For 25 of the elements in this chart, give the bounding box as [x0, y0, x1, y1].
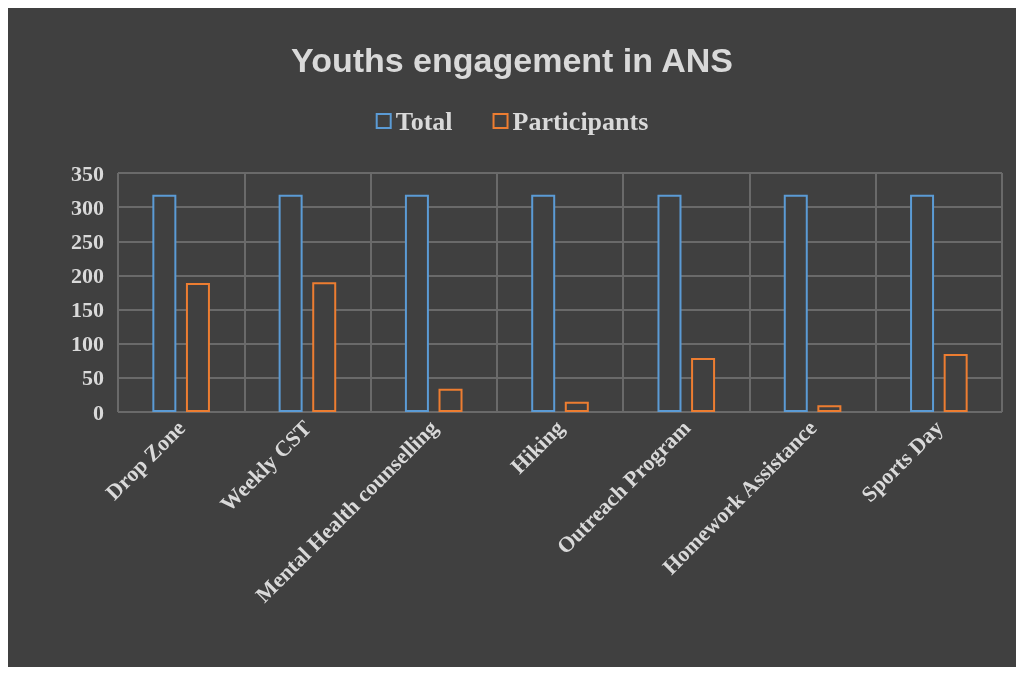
y-tick-label: 250 — [71, 228, 104, 254]
legend-label: Total — [395, 106, 453, 136]
y-tick-label: 200 — [71, 262, 104, 288]
bar — [312, 282, 337, 412]
y-tick-label: 100 — [71, 331, 104, 357]
y-tick-label: 350 — [71, 160, 104, 186]
y-tick-label: 300 — [71, 194, 104, 220]
legend-label: Participants — [512, 106, 649, 136]
bar — [817, 405, 842, 412]
chart-title: Youths engagement in ANS — [290, 41, 734, 79]
bar — [531, 194, 556, 412]
y-tick-label: 50 — [82, 365, 104, 391]
bar — [438, 388, 463, 412]
y-tick-label: 150 — [71, 297, 104, 323]
bar — [152, 194, 177, 412]
bar — [404, 194, 429, 412]
bar — [943, 353, 968, 412]
bar — [564, 401, 589, 412]
bar — [278, 194, 303, 412]
bar — [783, 194, 808, 412]
bar — [185, 282, 210, 412]
y-tick-label: 0 — [93, 399, 104, 425]
bar — [910, 194, 935, 412]
bar — [691, 358, 716, 412]
bar — [657, 194, 682, 412]
